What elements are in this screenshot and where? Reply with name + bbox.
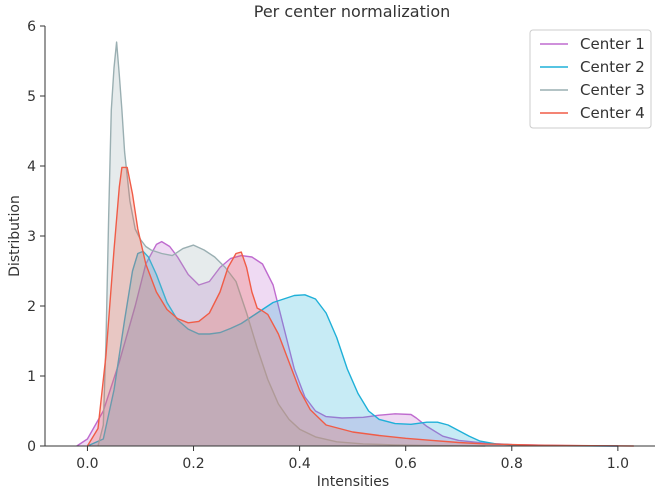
x-axis-ticks: 0.0 0.2 0.4 0.6 0.8 1.0 — [76, 446, 629, 472]
x-axis-title: Intensities — [317, 474, 389, 490]
y-tick-label: 1 — [27, 369, 36, 385]
legend-label-center-3: Center 3 — [580, 81, 645, 99]
series-line-center-1 — [76, 240, 618, 447]
x-tick-label: 0.8 — [501, 456, 523, 472]
series-line-center-2 — [87, 250, 618, 447]
x-tick-label: 1.0 — [607, 456, 629, 472]
y-axis-ticks: 0 1 2 3 4 5 6 — [27, 19, 45, 455]
series-area-center-4 — [87, 167, 634, 446]
legend-label-center-2: Center 2 — [580, 58, 645, 76]
x-tick-label: 0.0 — [76, 456, 98, 472]
series-line-center-3 — [97, 41, 486, 447]
y-tick-label: 4 — [27, 159, 36, 175]
series-area-center-3 — [98, 42, 486, 446]
legend-label-center-1: Center 1 — [580, 35, 645, 53]
legend: Center 1 Center 2 Center 3 Center 4 — [529, 29, 652, 129]
x-tick-label: 0.2 — [182, 456, 204, 472]
x-tick-label: 0.4 — [288, 456, 310, 472]
chart-title: Per center normalization — [254, 2, 451, 21]
y-tick-label: 2 — [27, 299, 36, 315]
plot-area — [76, 41, 634, 447]
y-tick-label: 5 — [27, 89, 36, 105]
series-area-center-2 — [87, 251, 618, 446]
series-area-center-1 — [76, 241, 618, 446]
y-axis-title: Distribution — [7, 195, 23, 277]
x-tick-label: 0.6 — [395, 456, 417, 472]
series-line-center-4 — [86, 166, 634, 447]
y-tick-label: 6 — [27, 19, 36, 35]
legend-frame — [529, 29, 652, 129]
y-tick-label: 0 — [27, 439, 36, 455]
legend-label-center-4: Center 4 — [580, 104, 645, 122]
y-tick-label: 3 — [27, 229, 36, 245]
